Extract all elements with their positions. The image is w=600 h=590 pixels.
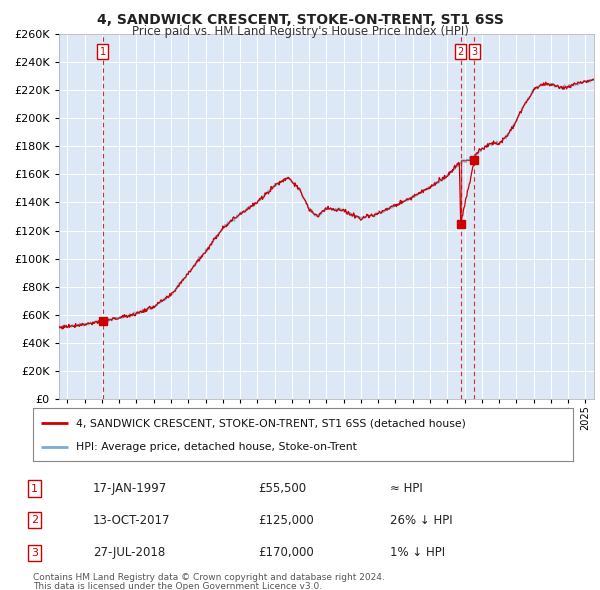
Text: 2: 2 — [458, 47, 464, 57]
Text: Contains HM Land Registry data © Crown copyright and database right 2024.: Contains HM Land Registry data © Crown c… — [33, 573, 385, 582]
Text: £125,000: £125,000 — [258, 514, 314, 527]
Text: This data is licensed under the Open Government Licence v3.0.: This data is licensed under the Open Gov… — [33, 582, 322, 590]
Text: 1: 1 — [100, 47, 106, 57]
Text: £170,000: £170,000 — [258, 546, 314, 559]
Text: 26% ↓ HPI: 26% ↓ HPI — [390, 514, 452, 527]
Text: ≈ HPI: ≈ HPI — [390, 482, 423, 495]
Text: 1% ↓ HPI: 1% ↓ HPI — [390, 546, 445, 559]
Text: 2: 2 — [31, 516, 38, 525]
Text: 3: 3 — [31, 548, 38, 558]
Text: 13-OCT-2017: 13-OCT-2017 — [93, 514, 170, 527]
Text: 3: 3 — [471, 47, 478, 57]
Text: 1: 1 — [31, 484, 38, 493]
Text: 4, SANDWICK CRESCENT, STOKE-ON-TRENT, ST1 6SS (detached house): 4, SANDWICK CRESCENT, STOKE-ON-TRENT, ST… — [76, 418, 466, 428]
Text: HPI: Average price, detached house, Stoke-on-Trent: HPI: Average price, detached house, Stok… — [76, 441, 357, 451]
Text: 4, SANDWICK CRESCENT, STOKE-ON-TRENT, ST1 6SS: 4, SANDWICK CRESCENT, STOKE-ON-TRENT, ST… — [97, 13, 503, 27]
Text: Price paid vs. HM Land Registry's House Price Index (HPI): Price paid vs. HM Land Registry's House … — [131, 25, 469, 38]
Text: 17-JAN-1997: 17-JAN-1997 — [93, 482, 167, 495]
Text: 27-JUL-2018: 27-JUL-2018 — [93, 546, 165, 559]
Text: £55,500: £55,500 — [258, 482, 306, 495]
